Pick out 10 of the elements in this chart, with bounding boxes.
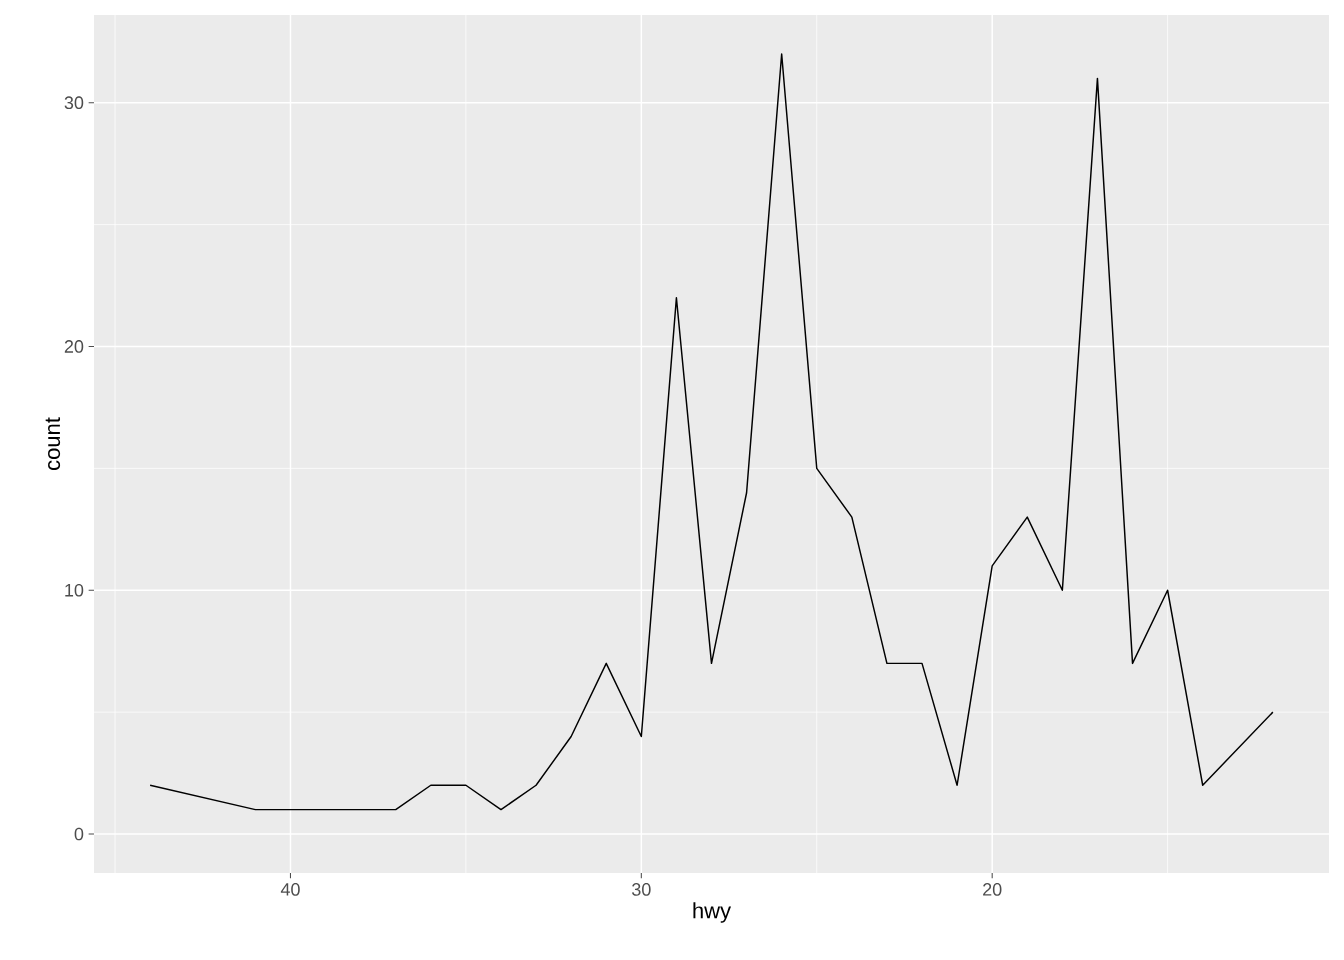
y-tick-label: 20 [64,340,84,353]
line-series [149,53,1274,811]
y-tick-label: 30 [64,96,84,110]
x-tick-label: 20 [983,883,1002,896]
y-tick-label: 10 [65,583,84,597]
x-tick-label: 30 [632,883,651,896]
x-axis-title: hwy [693,902,732,923]
y-axis-title: count [45,417,61,470]
x-tick-label: 40 [280,883,300,896]
y-tick-label: 0 [74,827,84,841]
